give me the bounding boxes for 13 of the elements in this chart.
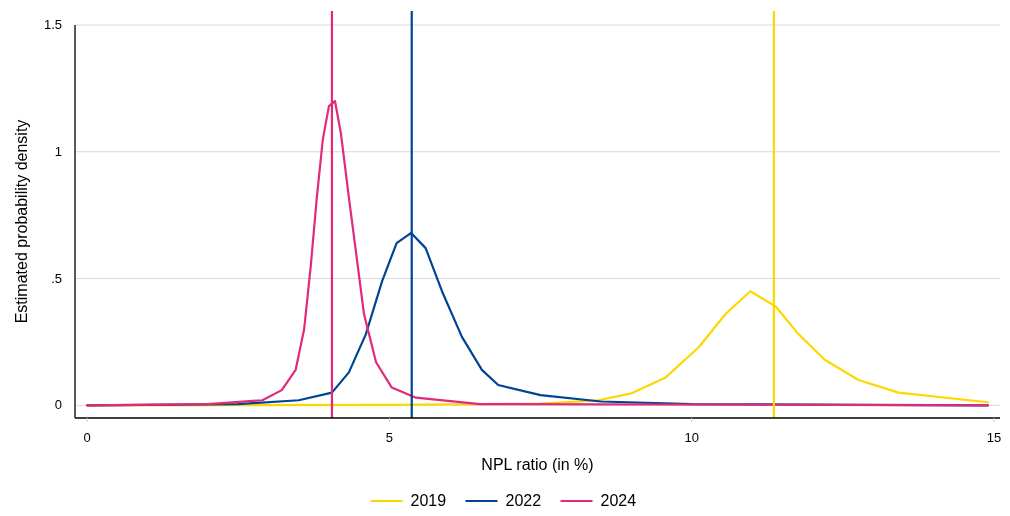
x-axis-title: NPL ratio (in %) <box>481 456 594 473</box>
y-tick-label: .5 <box>51 270 62 286</box>
legend-label: 2024 <box>600 492 637 509</box>
legend-label: 2022 <box>505 492 542 509</box>
legend-label: 2019 <box>410 492 447 509</box>
y-tick-label: 1.5 <box>43 17 62 32</box>
y-tick-label: 0 <box>54 397 62 413</box>
x-tick-label: 10 <box>684 430 699 445</box>
x-tick-label: 15 <box>986 430 1002 445</box>
y-tick-label: 1 <box>54 143 62 159</box>
y-axis-title: Estimated probability density <box>13 119 30 324</box>
x-tick-label: 5 <box>385 430 393 445</box>
x-tick-label: 0 <box>83 430 91 445</box>
